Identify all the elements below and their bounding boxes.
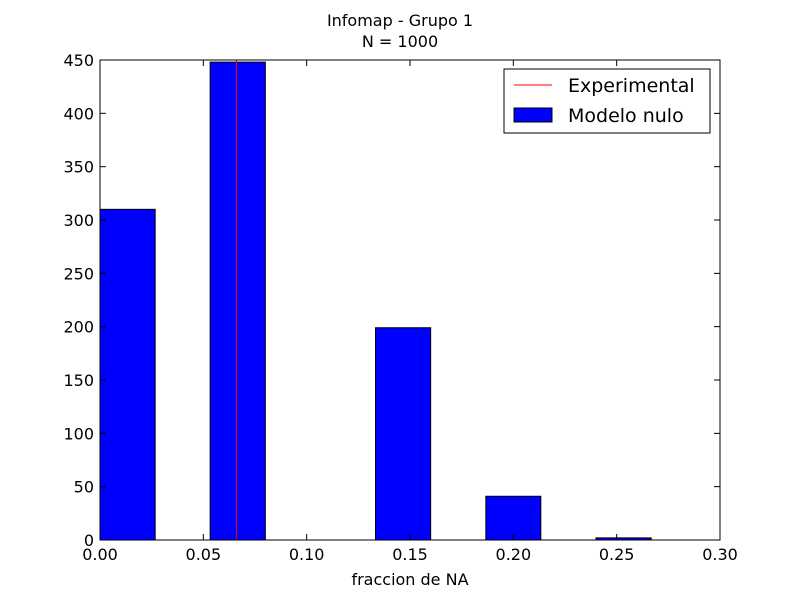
y-tick-label: 200	[63, 318, 94, 337]
y-tick-label: 350	[63, 158, 94, 177]
y-tick-label: 150	[63, 371, 94, 390]
legend: Experimental Modelo nulo	[503, 68, 711, 134]
chart-subtitle: N = 1000	[362, 32, 438, 51]
x-axis-label: fraccion de NA	[351, 570, 468, 589]
ticks-layer: 0.00 0.05 0.10 0.15 0.20 0.25 0.30 0 50 100 150 200…	[63, 51, 737, 564]
legend-label-experimental: Experimental	[568, 75, 695, 97]
x-tick-label: 0.20	[496, 545, 532, 564]
plot-frame	[99, 59, 721, 541]
x-tick-label: 0.15	[392, 545, 428, 564]
x-tick-label: 0.05	[186, 545, 222, 564]
x-tick-label: 0.25	[599, 545, 635, 564]
y-tick-label: 100	[63, 424, 94, 443]
y-tick-label: 450	[63, 51, 94, 70]
histogram-bar-1	[209, 61, 266, 541]
chart-title: Infomap - Grupo 1	[327, 11, 473, 30]
histogram-bar-0	[99, 208, 156, 541]
y-tick-label: 300	[63, 211, 94, 230]
x-tick-label: 0.10	[289, 545, 325, 564]
legend-label-modelo-nulo: Modelo nulo	[568, 105, 684, 127]
histogram-bar-2	[374, 327, 432, 541]
x-tick-label: 0.00	[82, 545, 118, 564]
legend-swatch-modelo-nulo	[513, 107, 553, 123]
bars-layer	[99, 61, 652, 541]
x-tick-label: 0.30	[702, 545, 738, 564]
y-tick-label: 400	[63, 104, 94, 123]
histogram-bar-3	[485, 495, 542, 541]
y-tick-label: 250	[63, 264, 94, 283]
y-tick-label: 50	[74, 478, 94, 497]
y-tick-label: 0	[84, 531, 94, 550]
